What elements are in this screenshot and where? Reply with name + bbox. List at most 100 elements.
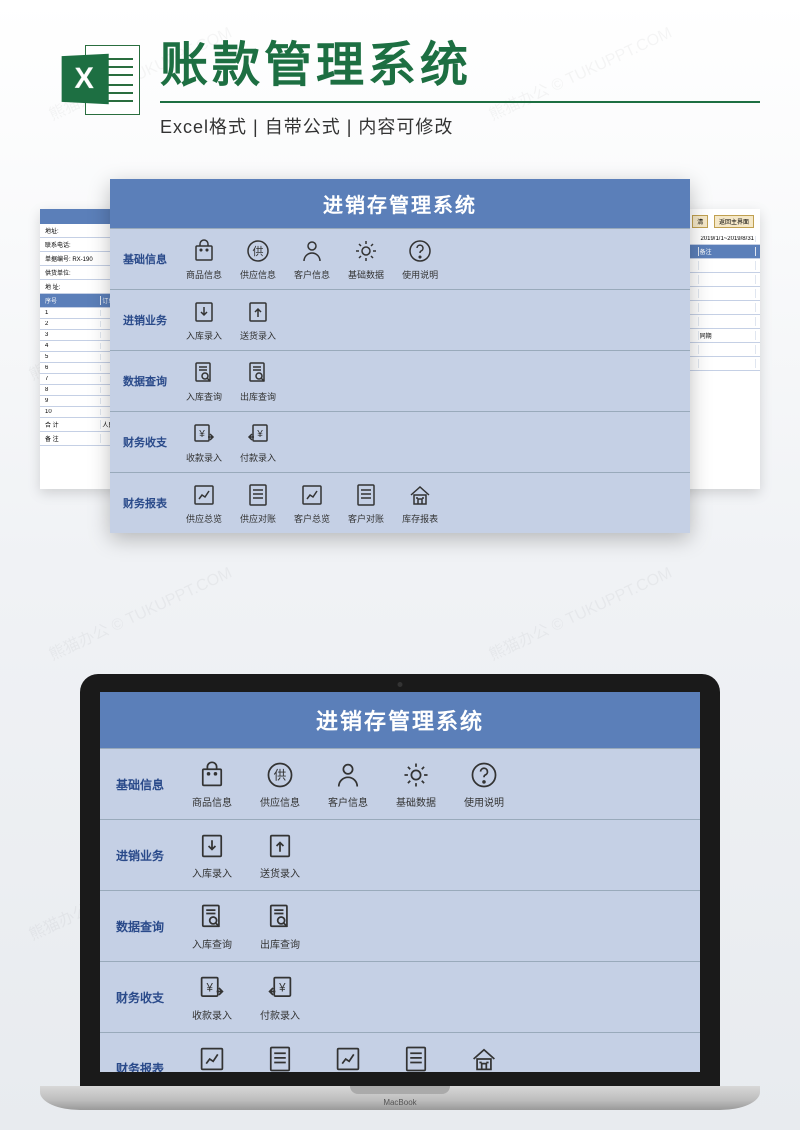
- 基础数据-button[interactable]: 基础数据: [396, 759, 436, 809]
- icon-label: 送货录入: [260, 865, 300, 880]
- doclist-icon: [264, 1043, 296, 1072]
- section-label: 数据查询: [100, 918, 180, 935]
- 供应对账-button[interactable]: 供应对账: [260, 1043, 300, 1072]
- section-row: 数据查询入库查询 出库查询: [110, 350, 690, 411]
- icon-label: 商品信息: [192, 794, 232, 809]
- docsearch-icon: [190, 359, 218, 387]
- 收款录入-button[interactable]: 收款录入: [186, 420, 222, 464]
- 基础数据-button[interactable]: 基础数据: [348, 237, 384, 281]
- icon-label: 供应总览: [186, 512, 222, 525]
- icon-label: 送货录入: [240, 329, 276, 342]
- icon-label: 收款录入: [186, 451, 222, 464]
- docsearch-icon: [196, 901, 228, 933]
- section-label: 基础信息: [100, 776, 180, 793]
- divider: [160, 101, 760, 103]
- in-icon: [190, 298, 218, 326]
- doclist-icon: [352, 481, 380, 509]
- 入库录入-button[interactable]: 入库录入: [186, 298, 222, 342]
- 送货录入-button[interactable]: 送货录入: [260, 830, 300, 880]
- page-title: 账款管理系统: [160, 40, 760, 93]
- icon-label: 入库查询: [192, 936, 232, 951]
- section-label: 财务报表: [110, 495, 180, 511]
- 商品信息-button[interactable]: 商品信息: [186, 237, 222, 281]
- 客户对账-button[interactable]: 客户对账: [396, 1043, 436, 1072]
- doclist-icon: [400, 1043, 432, 1072]
- 供应信息-button[interactable]: 供应信息: [260, 759, 300, 809]
- in-icon: [196, 830, 228, 862]
- 出库查询-button[interactable]: 出库查询: [260, 901, 300, 951]
- icon-label: 出库查询: [240, 390, 276, 403]
- icon-label: 出库查询: [260, 936, 300, 951]
- section-label: 财务收支: [110, 434, 180, 450]
- 库存报表-button[interactable]: 库存报表: [464, 1043, 504, 1072]
- out-icon: [244, 298, 272, 326]
- 收款录入-button[interactable]: 收款录入: [192, 972, 232, 1022]
- 供应信息-button[interactable]: 供应信息: [240, 237, 276, 281]
- chart-icon: [196, 1043, 228, 1072]
- 库存报表-button[interactable]: 库存报表: [402, 481, 438, 525]
- section-label: 财务报表: [100, 1060, 180, 1073]
- 供应对账-button[interactable]: 供应对账: [240, 481, 276, 525]
- icon-label: 收款录入: [192, 1007, 232, 1022]
- section-label: 数据查询: [110, 373, 180, 389]
- 供应总览-button[interactable]: 供应总览: [192, 1043, 232, 1072]
- house-icon: [406, 481, 434, 509]
- 商品信息-button[interactable]: 商品信息: [192, 759, 232, 809]
- docsearch-icon: [264, 901, 296, 933]
- icon-label: 入库查询: [186, 390, 222, 403]
- section-label: 财务收支: [100, 989, 180, 1006]
- chart-icon: [332, 1043, 364, 1072]
- icon-label: 入库录入: [192, 865, 232, 880]
- help-icon: [406, 237, 434, 265]
- chart-icon: [190, 481, 218, 509]
- section-row: 财务报表供应总览供应对账客户总览客户对账库存报表: [100, 1032, 700, 1072]
- 供应总览-button[interactable]: 供应总览: [186, 481, 222, 525]
- icon-label: 基础数据: [396, 794, 436, 809]
- section-row: 进销业务入库录入 送货录入: [100, 819, 700, 890]
- 送货录入-button[interactable]: 送货录入: [240, 298, 276, 342]
- 客户总览-button[interactable]: 客户总览: [294, 481, 330, 525]
- section-label: 进销业务: [100, 847, 180, 864]
- 客户信息-button[interactable]: 客户信息: [294, 237, 330, 281]
- moneyout-icon: [244, 420, 272, 448]
- person-icon: [298, 237, 326, 265]
- supply-icon: [264, 759, 296, 791]
- out-icon: [264, 830, 296, 862]
- gear-icon: [352, 237, 380, 265]
- section-row: 财务报表供应总览 供应对账客户总览 客户对账 库存报表: [110, 472, 690, 533]
- panel-title: 进销存管理系统: [100, 692, 700, 748]
- bag-icon: [196, 759, 228, 791]
- 入库录入-button[interactable]: 入库录入: [192, 830, 232, 880]
- 出库查询-button[interactable]: 出库查询: [240, 359, 276, 403]
- back-home-button[interactable]: 返回主界面: [714, 215, 754, 228]
- 使用说明-button[interactable]: 使用说明: [464, 759, 504, 809]
- panel-title: 进销存管理系统: [110, 179, 690, 228]
- section-row: 基础信息商品信息 供应信息客户信息基础数据 使用说明: [100, 748, 700, 819]
- 客户信息-button[interactable]: 客户信息: [328, 759, 368, 809]
- section-row: 财务收支收款录入 付款录入: [100, 961, 700, 1032]
- icon-label: 入库录入: [186, 329, 222, 342]
- 付款录入-button[interactable]: 付款录入: [260, 972, 300, 1022]
- icon-label: 库存报表: [402, 512, 438, 525]
- 使用说明-button[interactable]: 使用说明: [402, 237, 438, 281]
- section-row: 进销业务入库录入送货录入: [110, 289, 690, 350]
- person-icon: [332, 759, 364, 791]
- section-label: 基础信息: [110, 251, 180, 267]
- icon-label: 使用说明: [464, 794, 504, 809]
- 入库查询-button[interactable]: 入库查询: [186, 359, 222, 403]
- clear-button[interactable]: 清: [692, 215, 708, 228]
- moneyin-icon: [190, 420, 218, 448]
- 客户总览-button[interactable]: 客户总览: [328, 1043, 368, 1072]
- supply-icon: [244, 237, 272, 265]
- main-panel: 进销存管理系统 基础信息商品信息供应信息客户信息基础数据使用说明进销业务入库录入…: [110, 179, 690, 533]
- icon-label: 客户对账: [348, 512, 384, 525]
- 付款录入-button[interactable]: 付款录入: [240, 420, 276, 464]
- section-row: 基础信息商品信息供应信息客户信息基础数据使用说明: [110, 228, 690, 289]
- moneyin-icon: [196, 972, 228, 1004]
- 入库查询-button[interactable]: 入库查询: [192, 901, 232, 951]
- excel-logo-icon: X: [60, 40, 140, 120]
- page-subtitle: Excel格式 | 自带公式 | 内容可修改: [160, 113, 760, 139]
- icon-label: 客户总览: [294, 512, 330, 525]
- 客户对账-button[interactable]: 客户对账: [348, 481, 384, 525]
- moneyout-icon: [264, 972, 296, 1004]
